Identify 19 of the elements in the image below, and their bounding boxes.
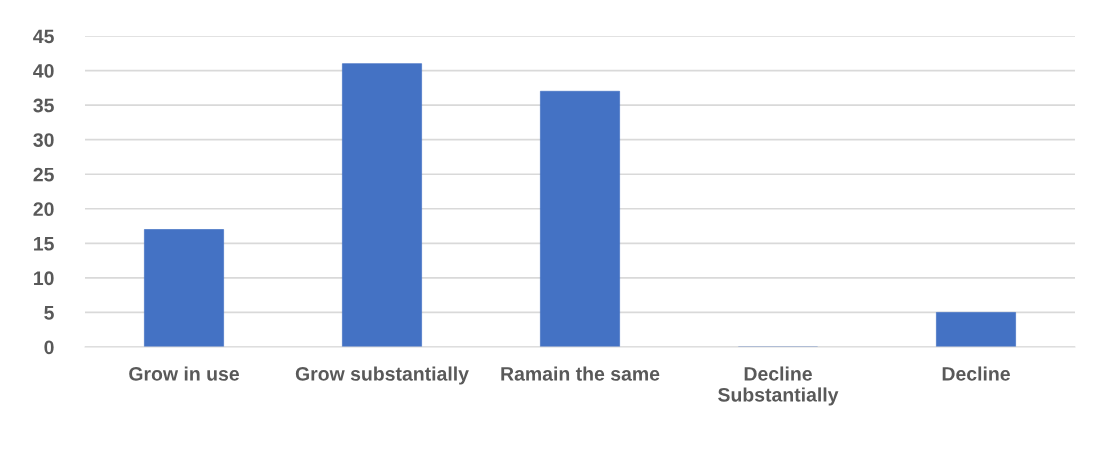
- y-tick-label: 15: [34, 237, 54, 251]
- y-tick-label: 5: [44, 306, 54, 320]
- bar: [936, 312, 1016, 347]
- y-tick-label: 35: [33, 98, 54, 113]
- y-tick-label: 45: [33, 29, 54, 44]
- y-tick-label: 0: [44, 340, 54, 355]
- y-tick-label: 25: [33, 167, 54, 182]
- x-tick-label: Ramain the same: [501, 366, 660, 381]
- x-tick-label: Decline: [942, 366, 1010, 381]
- x-tick-label: Grow in use: [129, 366, 239, 381]
- y-tick-label: 30: [33, 133, 54, 147]
- y-tick-label: 40: [33, 64, 54, 78]
- y-tick-label: 10: [34, 271, 54, 286]
- bar: [342, 63, 422, 347]
- y-tick-label: 20: [33, 202, 54, 217]
- x-tick-label: Decline Substantially: [718, 366, 839, 406]
- bar: [540, 90, 620, 347]
- bar: [144, 229, 224, 347]
- x-tick-label: Grow substantially: [295, 366, 469, 385]
